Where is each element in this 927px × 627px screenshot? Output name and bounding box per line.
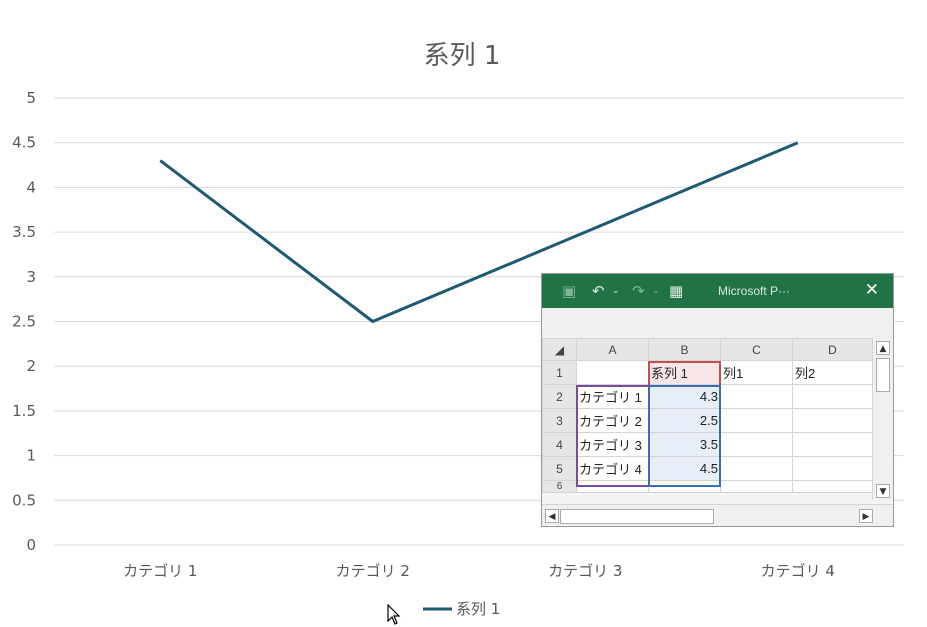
column-header-c[interactable]: C <box>720 338 793 361</box>
cell-c3[interactable] <box>720 408 793 433</box>
close-icon[interactable]: ✕ <box>864 280 879 300</box>
row-header[interactable]: 3 <box>542 408 577 433</box>
x-tick-label: カテゴリ 4 <box>761 562 835 580</box>
scroll-right-icon[interactable]: ▶ <box>859 509 873 523</box>
y-tick-label: 3 <box>26 268 36 286</box>
cell-d6[interactable] <box>792 480 873 493</box>
cell-b4[interactable]: 3.5 <box>648 432 721 457</box>
series-lines[interactable] <box>159 141 799 323</box>
mouse-pointer-icon <box>387 604 401 625</box>
redo-dropdown-icon[interactable]: ⌄ <box>652 286 660 296</box>
save-icon[interactable]: ▣ <box>562 282 577 300</box>
cell-a1[interactable] <box>576 360 649 385</box>
vertical-scrollbar[interactable]: ▲ ▼ <box>872 338 893 500</box>
row-header[interactable]: 1 <box>542 360 577 385</box>
cell-c6[interactable] <box>720 480 793 493</box>
undo-icon[interactable]: ↶ <box>592 282 605 300</box>
y-tick-label: 2.5 <box>12 313 36 331</box>
datasheet-grid[interactable]: ◢ A B C D 1 系列 1 列1 列2 2 カテゴリ 1 4.3 3 カテ… <box>542 338 873 493</box>
x-axis-ticks: カテゴリ 1 カテゴリ 2 カテゴリ 3 カテゴリ 4 <box>123 562 835 580</box>
embedded-datasheet-window[interactable]: ▣ ↶ ⌄ ↷ ⌄ ▦ Microsoft P··· ✕ ◢ A B C D 1… <box>541 273 894 527</box>
column-header-d[interactable]: D <box>792 338 873 361</box>
legend-label[interactable]: 系列 1 <box>456 600 500 618</box>
y-tick-label: 2 <box>26 357 36 375</box>
redo-icon[interactable]: ↷ <box>632 282 645 300</box>
row-header[interactable]: 5 <box>542 456 577 481</box>
y-tick-label: 4 <box>26 178 36 196</box>
row-header[interactable]: 2 <box>542 384 577 409</box>
cell-b3[interactable]: 2.5 <box>648 408 721 433</box>
cell-d4[interactable] <box>792 432 873 457</box>
datasheet-titlebar: ▣ ↶ ⌄ ↷ ⌄ ▦ Microsoft P··· ✕ <box>542 274 893 308</box>
legend[interactable]: 系列 1 <box>423 600 500 618</box>
horizontal-scrollbar[interactable]: ◀ ▶ <box>542 504 893 526</box>
cell-c2[interactable] <box>720 384 793 409</box>
y-tick-label: 0 <box>26 536 36 554</box>
cell-b1[interactable]: 系列 1 <box>648 360 721 385</box>
scroll-up-icon[interactable]: ▲ <box>876 341 890 355</box>
cell-d5[interactable] <box>792 456 873 481</box>
cell-b2[interactable]: 4.3 <box>648 384 721 409</box>
y-tick-label: 1.5 <box>12 402 36 420</box>
datasheet-title: Microsoft P··· <box>718 284 790 298</box>
scroll-left-icon[interactable]: ◀ <box>545 509 559 523</box>
vertical-scroll-thumb[interactable] <box>876 358 890 392</box>
y-tick-label: 3.5 <box>12 223 36 241</box>
y-tick-label: 5 <box>26 89 36 107</box>
cell-a2[interactable]: カテゴリ 1 <box>576 384 649 409</box>
edit-data-icon[interactable]: ▦ <box>669 282 684 300</box>
cell-d3[interactable] <box>792 408 873 433</box>
chart-title[interactable]: 系列 1 <box>424 41 501 71</box>
cell-d2[interactable] <box>792 384 873 409</box>
cell-a6[interactable] <box>576 480 649 493</box>
cell-b5[interactable]: 4.5 <box>648 456 721 481</box>
cell-a5[interactable]: カテゴリ 4 <box>576 456 649 481</box>
y-tick-label: 0.5 <box>12 491 36 509</box>
cell-b6[interactable] <box>648 480 721 493</box>
cell-c5[interactable] <box>720 456 793 481</box>
select-all-corner[interactable]: ◢ <box>542 338 577 361</box>
series-line[interactable] <box>159 141 799 323</box>
cell-c1[interactable]: 列1 <box>720 360 793 385</box>
y-axis-ticks: 0 0.5 1 1.5 2 2.5 3 3.5 4 4.5 5 <box>12 89 36 554</box>
x-tick-label: カテゴリ 1 <box>123 562 197 580</box>
column-header-b[interactable]: B <box>648 338 721 361</box>
x-tick-label: カテゴリ 2 <box>336 562 410 580</box>
y-tick-label: 1 <box>26 447 36 465</box>
column-header-a[interactable]: A <box>576 338 649 361</box>
cell-a3[interactable]: カテゴリ 2 <box>576 408 649 433</box>
x-tick-label: カテゴリ 3 <box>548 562 622 580</box>
undo-dropdown-icon[interactable]: ⌄ <box>612 286 620 296</box>
scroll-down-icon[interactable]: ▼ <box>876 484 890 498</box>
y-tick-label: 4.5 <box>12 134 36 152</box>
cell-a4[interactable]: カテゴリ 3 <box>576 432 649 457</box>
horizontal-scroll-thumb[interactable] <box>560 509 714 524</box>
formula-bar[interactable] <box>542 308 893 339</box>
cell-c4[interactable] <box>720 432 793 457</box>
cell-d1[interactable]: 列2 <box>792 360 873 385</box>
row-header[interactable]: 6 <box>542 480 577 493</box>
row-header[interactable]: 4 <box>542 432 577 457</box>
